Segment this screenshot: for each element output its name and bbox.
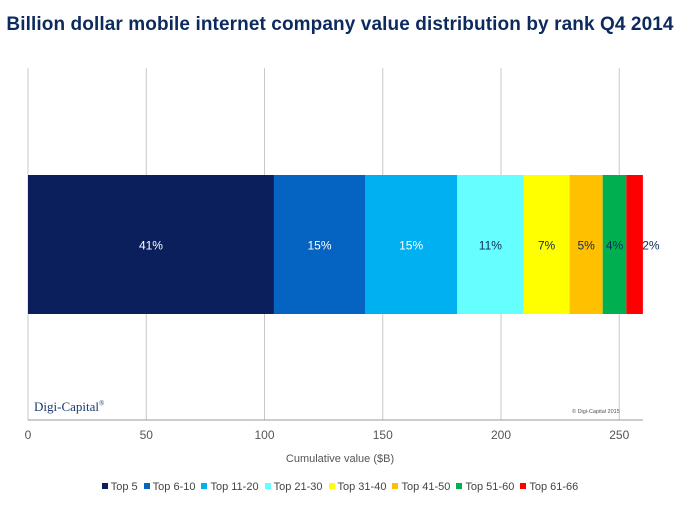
bar-data-label: 11%	[479, 239, 502, 253]
legend-swatch	[101, 483, 108, 490]
legend-swatch	[392, 483, 399, 490]
brand-trademark: ®	[99, 399, 105, 408]
legend-swatch	[264, 483, 271, 490]
legend-item: Top 6-10	[143, 481, 196, 493]
legend-item: Top 51-60	[456, 481, 514, 493]
x-tick-label: 100	[254, 428, 274, 442]
chart-title: Billion dollar mobile internet company v…	[6, 14, 674, 35]
bar-data-label: 5%	[577, 239, 595, 253]
legend-label: Top 5	[110, 481, 138, 493]
legend-label: Top 61-66	[529, 481, 579, 493]
bar-segment	[626, 175, 643, 314]
legend-label: Top 31-40	[337, 481, 387, 493]
x-tick-label: 50	[140, 428, 154, 442]
bar-segment	[365, 175, 458, 314]
legend-swatch	[328, 483, 335, 490]
bar-data-label: 4%	[606, 239, 624, 253]
legend-label: Top 21-30	[273, 481, 323, 493]
x-tick-label: 150	[373, 428, 393, 442]
legend-label: Top 6-10	[152, 481, 196, 493]
legend-swatch	[520, 483, 527, 490]
legend-label: Top 11-20	[210, 481, 259, 493]
legend-swatch	[201, 483, 208, 490]
legend-item: Top 5	[101, 481, 138, 493]
brand-name: Digi-Capital	[34, 399, 99, 414]
legend-item: Top 21-30	[264, 481, 323, 493]
x-axis-ticks: 0 50 100 150 200 250	[25, 428, 630, 442]
legend-item: Top 41-50	[392, 481, 450, 493]
legend: Top 5 Top 6-10 Top 11-20 Top 21-30 Top 31-40…	[0, 481, 680, 493]
legend-swatch	[143, 483, 150, 490]
legend-label: Top 51-60	[465, 481, 515, 493]
bar-segment	[28, 175, 274, 314]
bar-segment	[523, 175, 570, 314]
bar-data-label: 15%	[307, 239, 331, 253]
bar-segment	[457, 175, 524, 314]
legend-label: Top 41-50	[401, 481, 451, 493]
brand-logo: Digi-Capital®	[34, 399, 104, 415]
legend-item: Top 31-40	[328, 481, 387, 493]
x-tick-label: 200	[491, 428, 511, 442]
stacked-bar	[28, 175, 643, 314]
x-tick-label: 250	[609, 428, 629, 442]
x-tick-label: 0	[25, 428, 32, 442]
bar-data-label: 7%	[538, 239, 556, 253]
bar-data-label: 15%	[399, 239, 423, 253]
x-axis-label: Cumulative value ($B)	[285, 453, 395, 465]
legend-item: Top 61-66	[520, 481, 578, 493]
data-labels: 41% 15% 15% 11% 7% 5% 4% 2%	[139, 239, 660, 253]
bar-segment	[273, 175, 366, 314]
bar-segment	[602, 175, 627, 314]
bar-data-label: 2%	[642, 239, 660, 253]
bar-data-label: 41%	[139, 239, 163, 253]
bar-segment	[569, 175, 603, 314]
legend-swatch	[456, 483, 463, 490]
copyright-text: © Digi-Capital 2015	[572, 409, 620, 415]
legend-item: Top 11-20	[201, 481, 259, 493]
